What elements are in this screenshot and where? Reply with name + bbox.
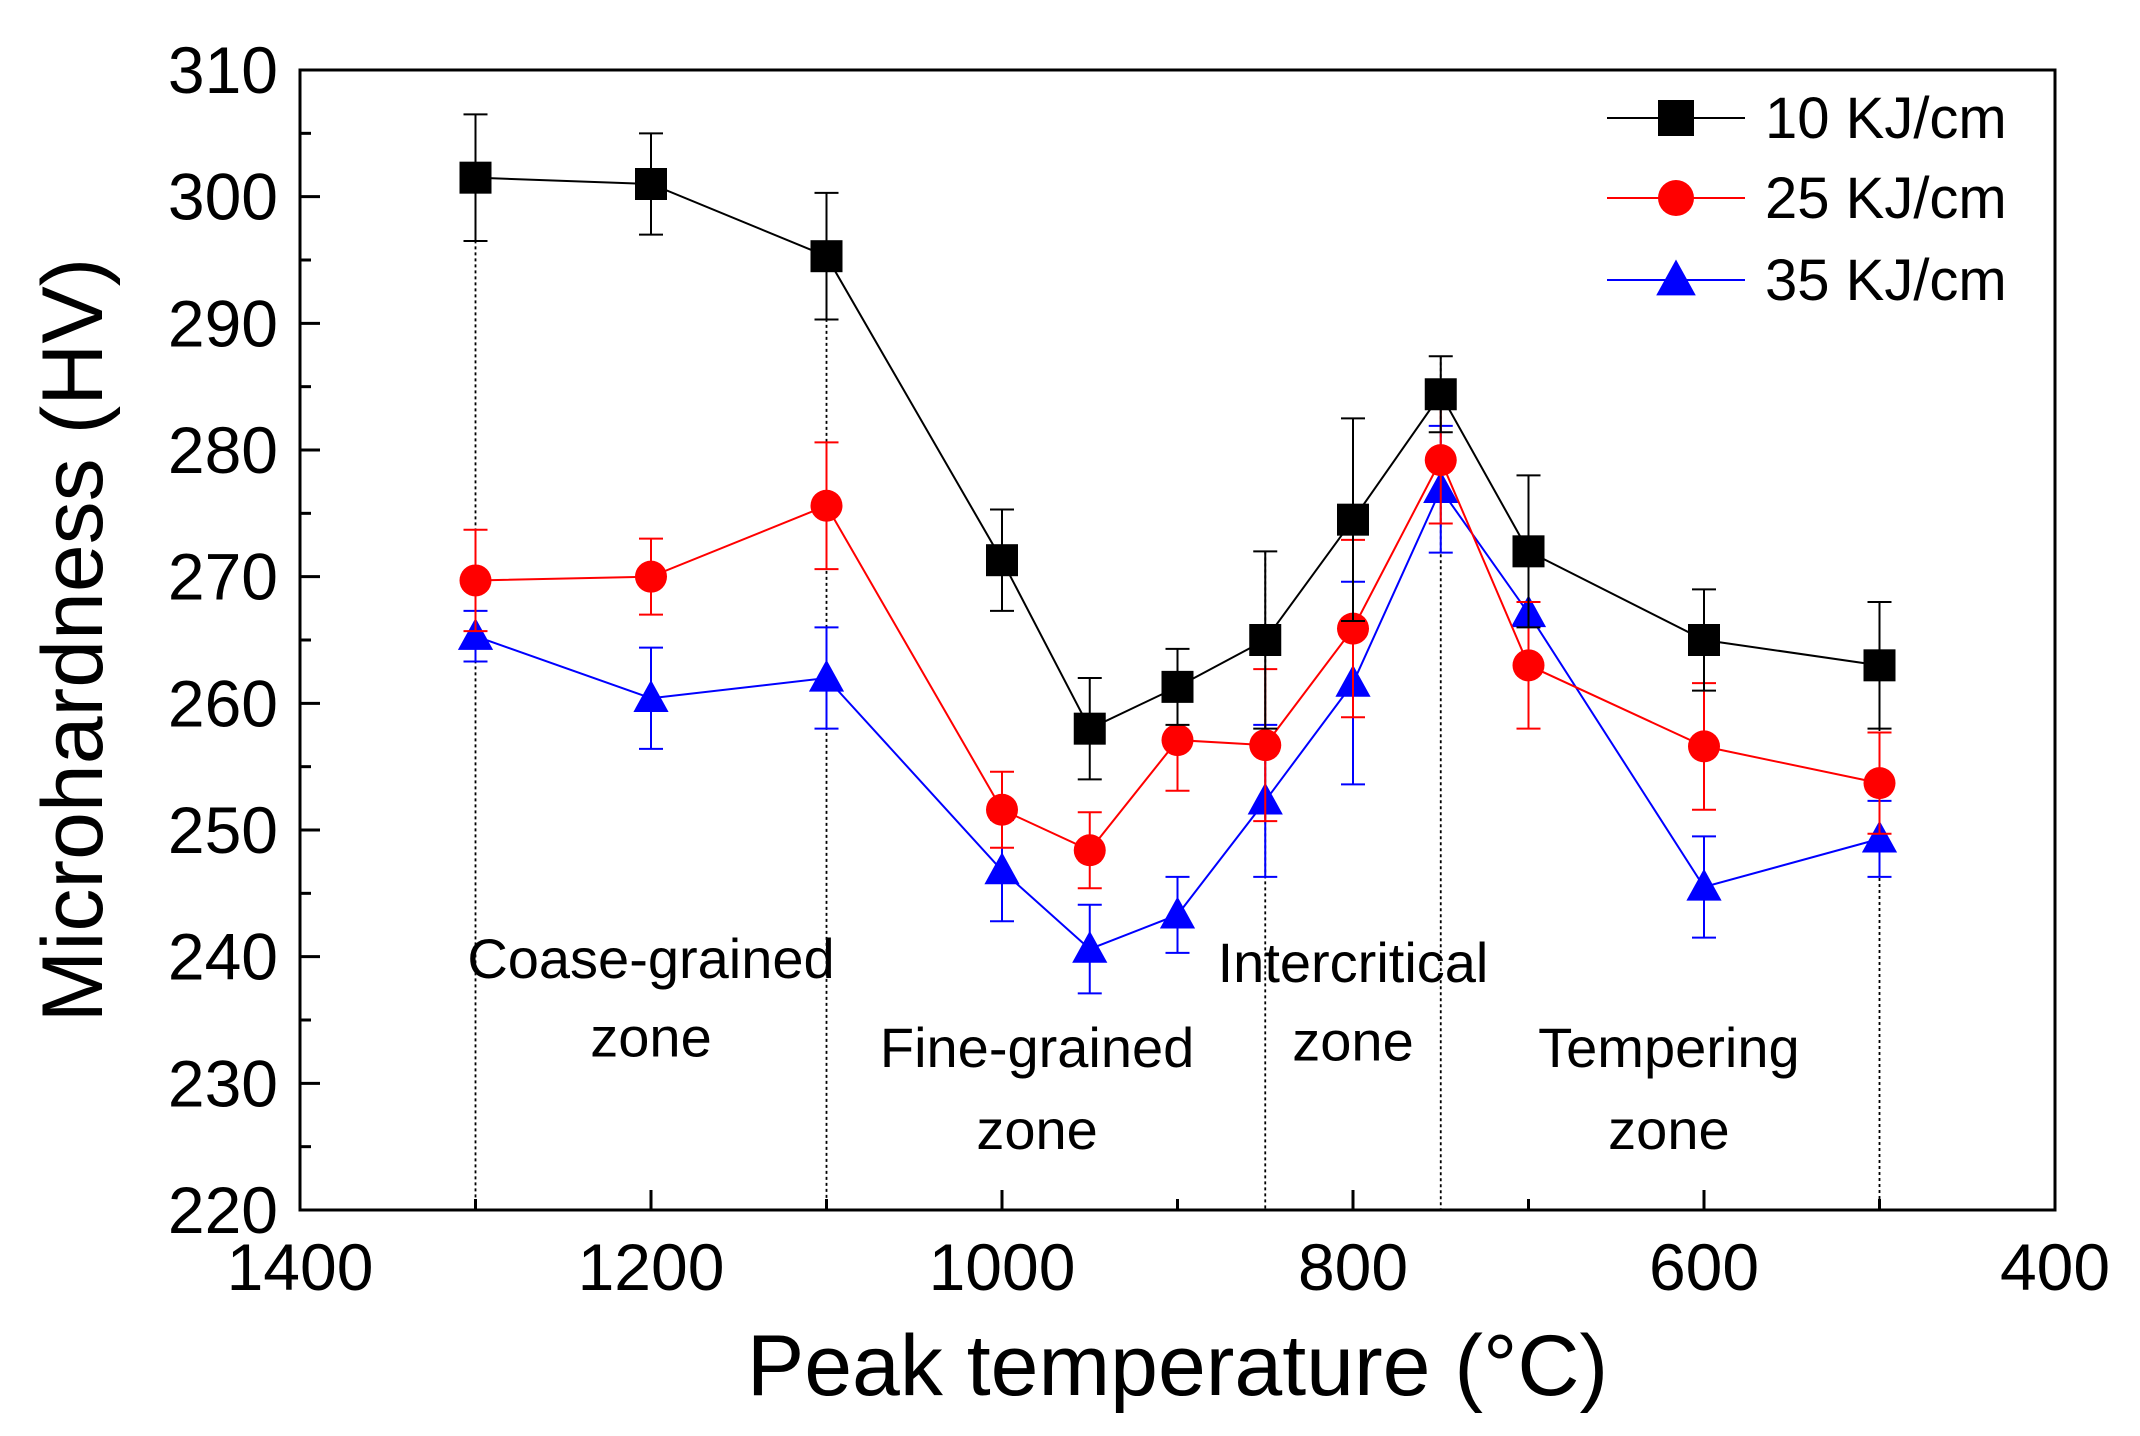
data-point-square — [1688, 624, 1720, 656]
data-point-square — [810, 240, 843, 273]
y-tick-label: 260 — [168, 666, 278, 740]
data-point-square — [1512, 535, 1545, 568]
zone-annotations: Coase-grained zone Fine-grained zone Intercr… — [467, 927, 1799, 1161]
data-point-square — [1863, 649, 1896, 682]
y-tick-label: 230 — [168, 1046, 278, 1120]
data-point-circle — [1512, 649, 1545, 682]
x-tick-label: 800 — [1298, 1230, 1408, 1304]
legend: 10 KJ/cm 25 KJ/cm 35 KJ/cm — [1607, 86, 2007, 313]
series-line — [475, 487, 1880, 951]
series-layer — [457, 113, 1898, 995]
data-point-circle — [1658, 180, 1694, 216]
y-tick-label: 250 — [168, 793, 278, 867]
x-axis-ticks: 1400 1200 1000 800 600 400 — [227, 1190, 2110, 1304]
y-tick-label: 240 — [168, 920, 278, 994]
y-tick-label: 310 — [168, 33, 278, 107]
data-point-triangle — [1072, 930, 1108, 963]
data-point-circle — [1688, 730, 1720, 763]
data-point-circle — [986, 793, 1018, 826]
data-point-triangle — [1686, 868, 1722, 901]
data-point-circle — [1424, 444, 1457, 477]
data-point-square — [1249, 624, 1282, 656]
series-line — [475, 176, 1880, 730]
legend-label: 25 KJ/cm — [1765, 166, 2007, 231]
y-tick-label: 220 — [168, 1173, 278, 1247]
y-axis-title: Microhardness (HV) — [25, 258, 121, 1023]
x-tick-label: 1200 — [578, 1230, 725, 1304]
data-point-square — [635, 168, 667, 200]
x-tick-label: 400 — [2000, 1230, 2110, 1304]
data-point-square — [986, 544, 1018, 577]
data-point-square — [1658, 100, 1694, 136]
data-point-square — [459, 161, 492, 194]
data-point-triangle — [1656, 259, 1696, 296]
zone-annotation-text: zone — [1608, 1098, 1729, 1161]
data-point-triangle — [457, 617, 494, 650]
data-point-circle — [1161, 724, 1194, 757]
zone-annotation-text: zone — [976, 1098, 1097, 1161]
y-axis-ticks: 220 230 240 250 260 270 280 290 300 310 — [168, 33, 320, 1247]
data-point-circle — [459, 564, 492, 597]
data-point-square — [1073, 712, 1106, 745]
legend-label: 35 KJ/cm — [1765, 248, 2007, 313]
data-point-circle — [810, 489, 843, 522]
data-point-circle — [1073, 834, 1106, 867]
data-point-triangle — [633, 680, 669, 712]
data-point-triangle — [984, 852, 1020, 885]
legend-label: 10 KJ/cm — [1765, 86, 2007, 151]
data-point-triangle — [1861, 820, 1898, 853]
data-point-circle — [1249, 729, 1282, 762]
x-tick-label: 1400 — [227, 1230, 374, 1304]
series-line — [475, 457, 1880, 852]
data-point-triangle — [1159, 896, 1196, 929]
zone-annotation-text: zone — [590, 1006, 711, 1069]
x-axis-title: Peak temperature (°C) — [747, 1318, 1608, 1414]
data-point-circle — [635, 560, 667, 593]
data-point-square — [1161, 670, 1194, 703]
y-tick-label: 270 — [168, 540, 278, 614]
y-tick-label: 280 — [168, 413, 278, 487]
zone-annotation-text: zone — [1292, 1010, 1413, 1073]
y-tick-label: 300 — [168, 160, 278, 234]
x-tick-label: 1000 — [929, 1230, 1076, 1304]
zone-annotation-text: Tempering — [1538, 1016, 1799, 1079]
y-tick-label: 290 — [168, 286, 278, 360]
x-tick-label: 600 — [1649, 1230, 1759, 1304]
data-point-square — [1337, 503, 1369, 536]
series-10-kj-cm — [459, 113, 1896, 781]
zone-annotation-text: Fine-grained — [880, 1016, 1194, 1079]
zone-annotation-text: Coase-grained — [467, 927, 834, 990]
zone-annotation-text: Intercritical — [1218, 931, 1489, 994]
series-25-kj-cm — [459, 395, 1896, 890]
data-point-circle — [1863, 767, 1896, 800]
data-point-triangle — [808, 659, 845, 692]
data-point-square — [1424, 378, 1457, 411]
